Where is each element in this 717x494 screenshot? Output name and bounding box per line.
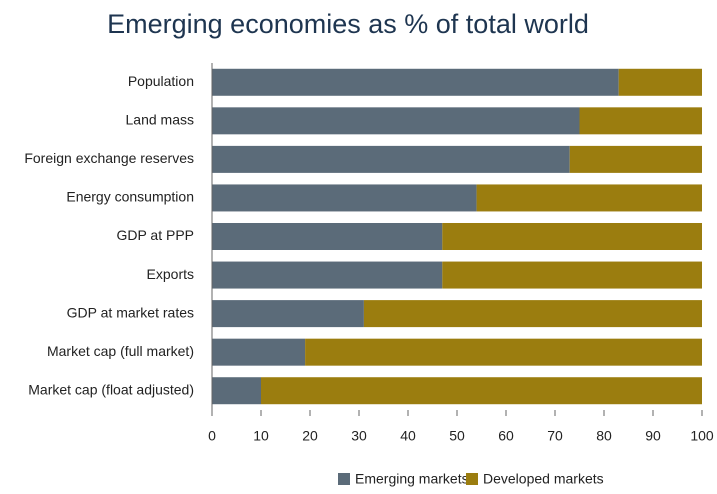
bar-segment xyxy=(212,261,443,289)
y-tick-label: Energy consumption xyxy=(66,189,194,205)
y-tick-label: GDP at market rates xyxy=(67,304,194,320)
y-tick-label: Land mass xyxy=(126,112,194,128)
bar-segment xyxy=(212,145,570,173)
legend-label: Emerging markets xyxy=(355,471,469,487)
x-tick-label: 0 xyxy=(208,428,216,444)
x-tick-label: 50 xyxy=(449,428,465,444)
bar-segment xyxy=(476,184,702,212)
y-tick-label: Population xyxy=(128,73,194,89)
bar-segment xyxy=(579,107,702,135)
x-tick-label: 90 xyxy=(645,428,661,444)
y-tick-label: GDP at PPP xyxy=(116,227,194,243)
x-tick-label: 40 xyxy=(400,428,416,444)
x-tick-label: 100 xyxy=(690,428,714,444)
x-tick-label: 70 xyxy=(547,428,563,444)
bar-segment xyxy=(261,377,702,405)
y-tick-label: Foreign exchange reserves xyxy=(24,150,194,166)
bar-segment xyxy=(212,377,261,405)
legend-swatch xyxy=(466,473,478,485)
x-tick-label: 30 xyxy=(351,428,367,444)
y-tick-label: Market cap (full market) xyxy=(47,343,194,359)
bar-segment xyxy=(618,68,702,96)
bar-segment xyxy=(442,261,702,289)
x-tick-label: 20 xyxy=(302,428,318,444)
x-tick-label: 80 xyxy=(596,428,612,444)
legend-swatch xyxy=(338,473,350,485)
bar-segment xyxy=(569,145,702,173)
bar-segment xyxy=(442,223,702,250)
y-tick-label: Market cap (float adjusted) xyxy=(28,381,194,397)
bar-segment xyxy=(212,223,443,250)
bar-segment xyxy=(212,338,306,366)
x-tick-label: 60 xyxy=(498,428,514,444)
x-tick-label: 10 xyxy=(253,428,269,444)
bar-segment xyxy=(305,338,702,366)
chart-title: Emerging economies as % of total world xyxy=(107,9,589,39)
bar-segment xyxy=(212,300,364,328)
bar-segment xyxy=(212,68,619,96)
bar-segment xyxy=(212,107,580,135)
y-tick-label: Exports xyxy=(147,266,194,282)
bar-segment xyxy=(212,184,477,212)
bar-segment xyxy=(363,300,702,328)
legend-label: Developed markets xyxy=(483,471,604,487)
